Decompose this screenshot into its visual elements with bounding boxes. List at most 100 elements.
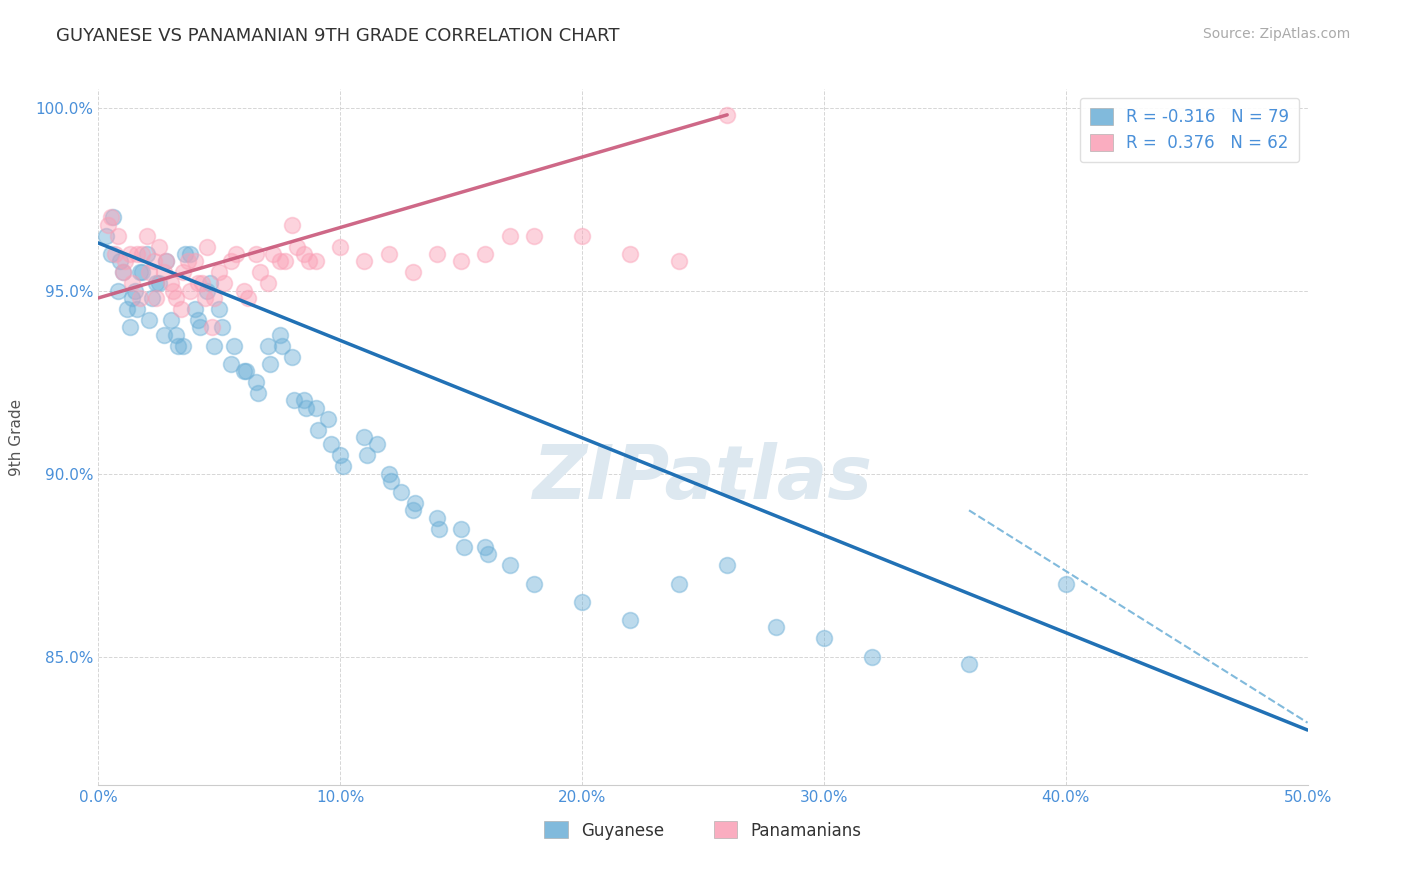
Point [716,108,738,122]
Point [141,291,163,305]
Point [201,320,224,334]
Point [271,338,294,352]
Point [167,338,190,352]
Point [668,254,690,268]
Point [179,284,201,298]
Point [225,247,247,261]
Text: Source: ZipAtlas.com: Source: ZipAtlas.com [1202,27,1350,41]
Point [152,327,174,342]
Point [97,218,120,232]
Point [523,576,546,591]
Point [283,393,305,408]
Point [114,254,136,268]
Point [100,211,122,225]
Point [426,247,449,261]
Point [450,254,472,268]
Point [298,254,321,268]
Point [208,301,231,316]
Point [377,467,399,481]
Point [124,284,146,298]
Point [765,620,787,634]
Point [184,254,207,268]
Point [138,265,160,279]
Point [498,228,520,243]
Point [187,277,209,291]
Point [860,649,883,664]
Point [108,254,131,268]
Point [184,301,207,316]
Point [269,327,291,342]
Point [165,291,187,305]
Point [319,437,342,451]
Point [165,327,187,342]
Point [474,247,496,261]
Point [195,240,218,254]
Point [292,393,315,408]
Point [316,411,339,425]
Point [155,254,177,268]
Point [111,265,134,279]
Point [402,503,425,517]
Point [668,576,690,591]
Point [619,613,641,627]
Point [145,277,167,291]
Point [135,228,157,243]
Point [273,254,295,268]
Point [523,228,546,243]
Point [353,254,375,268]
Point [127,247,149,261]
Point [131,247,153,261]
Point [329,449,352,463]
Point [498,558,520,573]
Point [308,423,330,437]
Point [366,437,388,451]
Point [191,277,214,291]
Point [118,247,141,261]
Point [127,301,149,316]
Point [256,277,278,291]
Point [281,350,304,364]
Point [194,291,217,305]
Point [162,284,184,298]
Point [160,313,183,327]
Legend: Guyanese, Panamanians: Guyanese, Panamanians [537,814,869,847]
Point [222,338,245,352]
Text: GUYANESE VS PANAMANIAN 9TH GRADE CORRELATION CHART: GUYANESE VS PANAMANIAN 9TH GRADE CORRELA… [56,27,620,45]
Point [474,540,496,554]
Point [249,265,271,279]
Point [232,364,254,378]
Point [477,547,499,561]
Point [121,277,143,291]
Point [450,522,472,536]
Point [195,284,218,298]
Point [177,254,200,268]
Point [285,240,308,254]
Point [813,632,835,646]
Point [128,291,150,305]
Point [212,277,235,291]
Point [262,247,284,261]
Point [172,265,194,279]
Point [377,247,399,261]
Point [245,375,267,389]
Point [94,228,117,243]
Point [426,510,449,524]
Point [1054,576,1077,591]
Point [204,338,226,352]
Point [295,401,318,415]
Point [235,364,257,378]
Point [281,218,304,232]
Point [131,265,153,279]
Point [402,265,425,279]
Point [305,401,328,415]
Point [332,459,354,474]
Point [179,247,201,261]
Point [292,247,315,261]
Point [121,291,143,305]
Point [256,338,278,352]
Point [107,284,129,298]
Point [957,657,980,672]
Point [571,595,593,609]
Point [380,474,402,488]
Point [198,277,221,291]
